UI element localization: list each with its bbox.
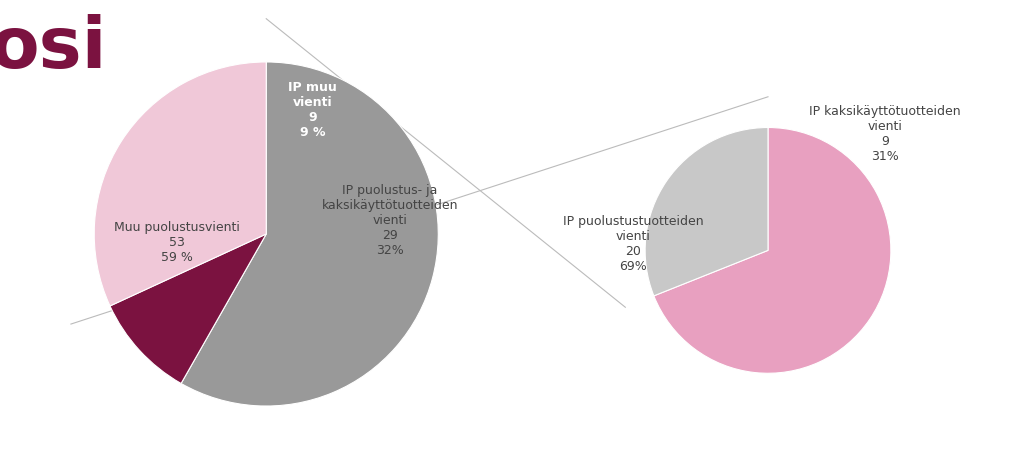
Text: Muu puolustusvienti
53
59 %: Muu puolustusvienti 53 59 % (114, 221, 240, 264)
Text: osi: osi (0, 14, 108, 83)
Wedge shape (181, 62, 438, 406)
Wedge shape (645, 127, 768, 296)
Text: IP puolustus- ja
kaksikäyttötuotteiden
vienti
29
32%: IP puolustus- ja kaksikäyttötuotteiden v… (322, 184, 459, 257)
Text: IP kaksikäyttötuotteiden
vienti
9
31%: IP kaksikäyttötuotteiden vienti 9 31% (809, 105, 961, 163)
Wedge shape (654, 127, 891, 373)
Wedge shape (94, 62, 266, 306)
Wedge shape (110, 234, 266, 383)
Text: IP muu
vienti
9
9 %: IP muu vienti 9 9 % (289, 81, 337, 139)
Text: IP puolustustuotteiden
vienti
20
69%: IP puolustustuotteiden vienti 20 69% (562, 215, 703, 273)
